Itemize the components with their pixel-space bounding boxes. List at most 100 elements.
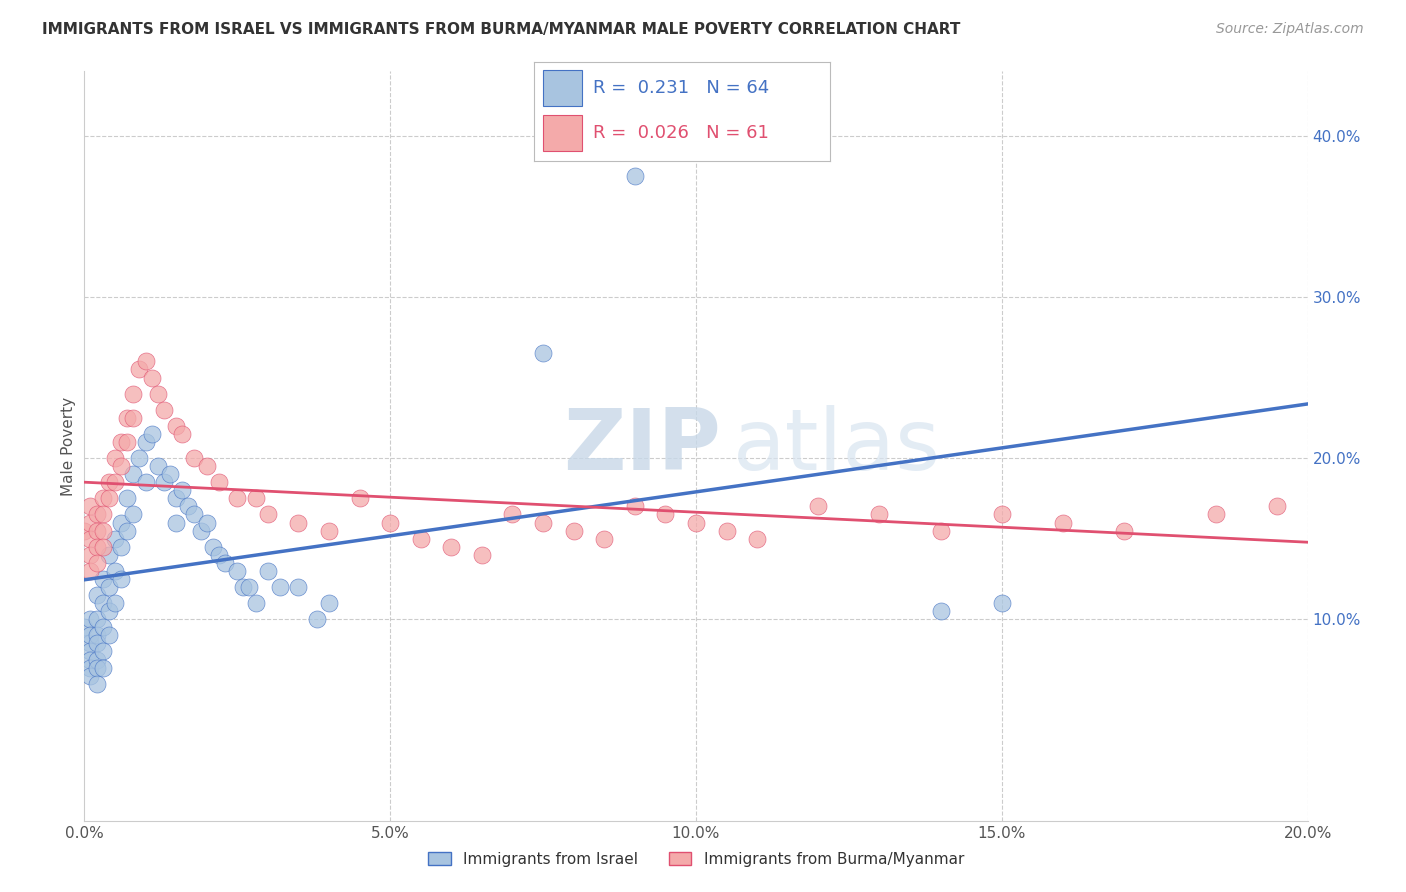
Point bbox=[91, 524, 114, 538]
Point bbox=[208, 475, 231, 490]
Point bbox=[79, 628, 101, 642]
Point bbox=[86, 556, 108, 570]
Point bbox=[97, 475, 120, 490]
Point bbox=[226, 564, 249, 578]
Point bbox=[208, 548, 231, 562]
Bar bbox=[543, 115, 582, 151]
Point bbox=[929, 604, 952, 618]
Point bbox=[1052, 516, 1074, 530]
Point bbox=[122, 467, 145, 482]
Point bbox=[86, 508, 108, 522]
Point bbox=[104, 532, 127, 546]
Point bbox=[135, 354, 157, 368]
Point bbox=[97, 580, 120, 594]
Text: R =  0.026   N = 61: R = 0.026 N = 61 bbox=[593, 124, 769, 142]
Point bbox=[232, 580, 254, 594]
Point bbox=[146, 459, 169, 474]
Point bbox=[201, 540, 224, 554]
Point bbox=[716, 524, 738, 538]
Point bbox=[245, 596, 267, 610]
Point bbox=[79, 532, 101, 546]
Point bbox=[141, 370, 163, 384]
Point bbox=[183, 508, 205, 522]
Point bbox=[79, 516, 101, 530]
Point bbox=[146, 386, 169, 401]
Point bbox=[318, 596, 340, 610]
Point bbox=[238, 580, 260, 594]
Point bbox=[624, 169, 647, 183]
Text: Source: ZipAtlas.com: Source: ZipAtlas.com bbox=[1216, 22, 1364, 37]
Point bbox=[86, 628, 108, 642]
Point bbox=[91, 572, 114, 586]
Point bbox=[79, 564, 101, 578]
Text: atlas: atlas bbox=[733, 404, 941, 488]
Point bbox=[128, 362, 150, 376]
Point bbox=[624, 500, 647, 514]
Point bbox=[86, 652, 108, 666]
Point bbox=[190, 524, 212, 538]
Point bbox=[562, 524, 585, 538]
Point bbox=[86, 676, 108, 690]
Point bbox=[115, 524, 138, 538]
Point bbox=[153, 475, 176, 490]
Point bbox=[305, 612, 328, 626]
Point bbox=[86, 540, 108, 554]
Point bbox=[91, 660, 114, 674]
Point bbox=[257, 508, 280, 522]
Point bbox=[929, 524, 952, 538]
Point bbox=[531, 346, 554, 360]
Point bbox=[807, 500, 830, 514]
Point bbox=[128, 451, 150, 466]
Point bbox=[214, 556, 236, 570]
Legend: Immigrants from Israel, Immigrants from Burma/Myanmar: Immigrants from Israel, Immigrants from … bbox=[422, 846, 970, 873]
Point bbox=[79, 548, 101, 562]
Point bbox=[141, 426, 163, 441]
Point bbox=[79, 652, 101, 666]
Point bbox=[1114, 524, 1136, 538]
Point bbox=[195, 516, 218, 530]
Point bbox=[349, 491, 371, 506]
Point bbox=[226, 491, 249, 506]
Point bbox=[159, 467, 181, 482]
Point bbox=[440, 540, 463, 554]
Point bbox=[165, 418, 187, 433]
Point bbox=[409, 532, 432, 546]
Point bbox=[91, 508, 114, 522]
Point bbox=[79, 636, 101, 650]
Point bbox=[172, 483, 194, 498]
Point bbox=[165, 491, 187, 506]
Point bbox=[135, 475, 157, 490]
Point bbox=[91, 491, 114, 506]
Y-axis label: Male Poverty: Male Poverty bbox=[60, 396, 76, 496]
Point bbox=[79, 644, 101, 658]
Point bbox=[104, 475, 127, 490]
Text: ZIP: ZIP bbox=[562, 404, 720, 488]
Point bbox=[97, 548, 120, 562]
Point bbox=[685, 516, 707, 530]
Point bbox=[97, 491, 120, 506]
Point bbox=[991, 596, 1014, 610]
Point bbox=[115, 434, 138, 449]
Point bbox=[79, 612, 101, 626]
Point bbox=[747, 532, 769, 546]
Point bbox=[86, 588, 108, 602]
Point bbox=[153, 402, 176, 417]
Point bbox=[245, 491, 267, 506]
Point bbox=[1205, 508, 1227, 522]
Point bbox=[104, 451, 127, 466]
Point bbox=[97, 604, 120, 618]
Text: R =  0.231   N = 64: R = 0.231 N = 64 bbox=[593, 79, 769, 97]
Point bbox=[1265, 500, 1288, 514]
Point bbox=[183, 451, 205, 466]
Bar bbox=[543, 70, 582, 105]
Point bbox=[91, 644, 114, 658]
Point bbox=[502, 508, 524, 522]
Text: IMMIGRANTS FROM ISRAEL VS IMMIGRANTS FROM BURMA/MYANMAR MALE POVERTY CORRELATION: IMMIGRANTS FROM ISRAEL VS IMMIGRANTS FRO… bbox=[42, 22, 960, 37]
Point bbox=[79, 660, 101, 674]
Point bbox=[380, 516, 402, 530]
Point bbox=[110, 572, 132, 586]
Point bbox=[104, 564, 127, 578]
Point bbox=[91, 596, 114, 610]
Point bbox=[86, 636, 108, 650]
Point bbox=[869, 508, 891, 522]
